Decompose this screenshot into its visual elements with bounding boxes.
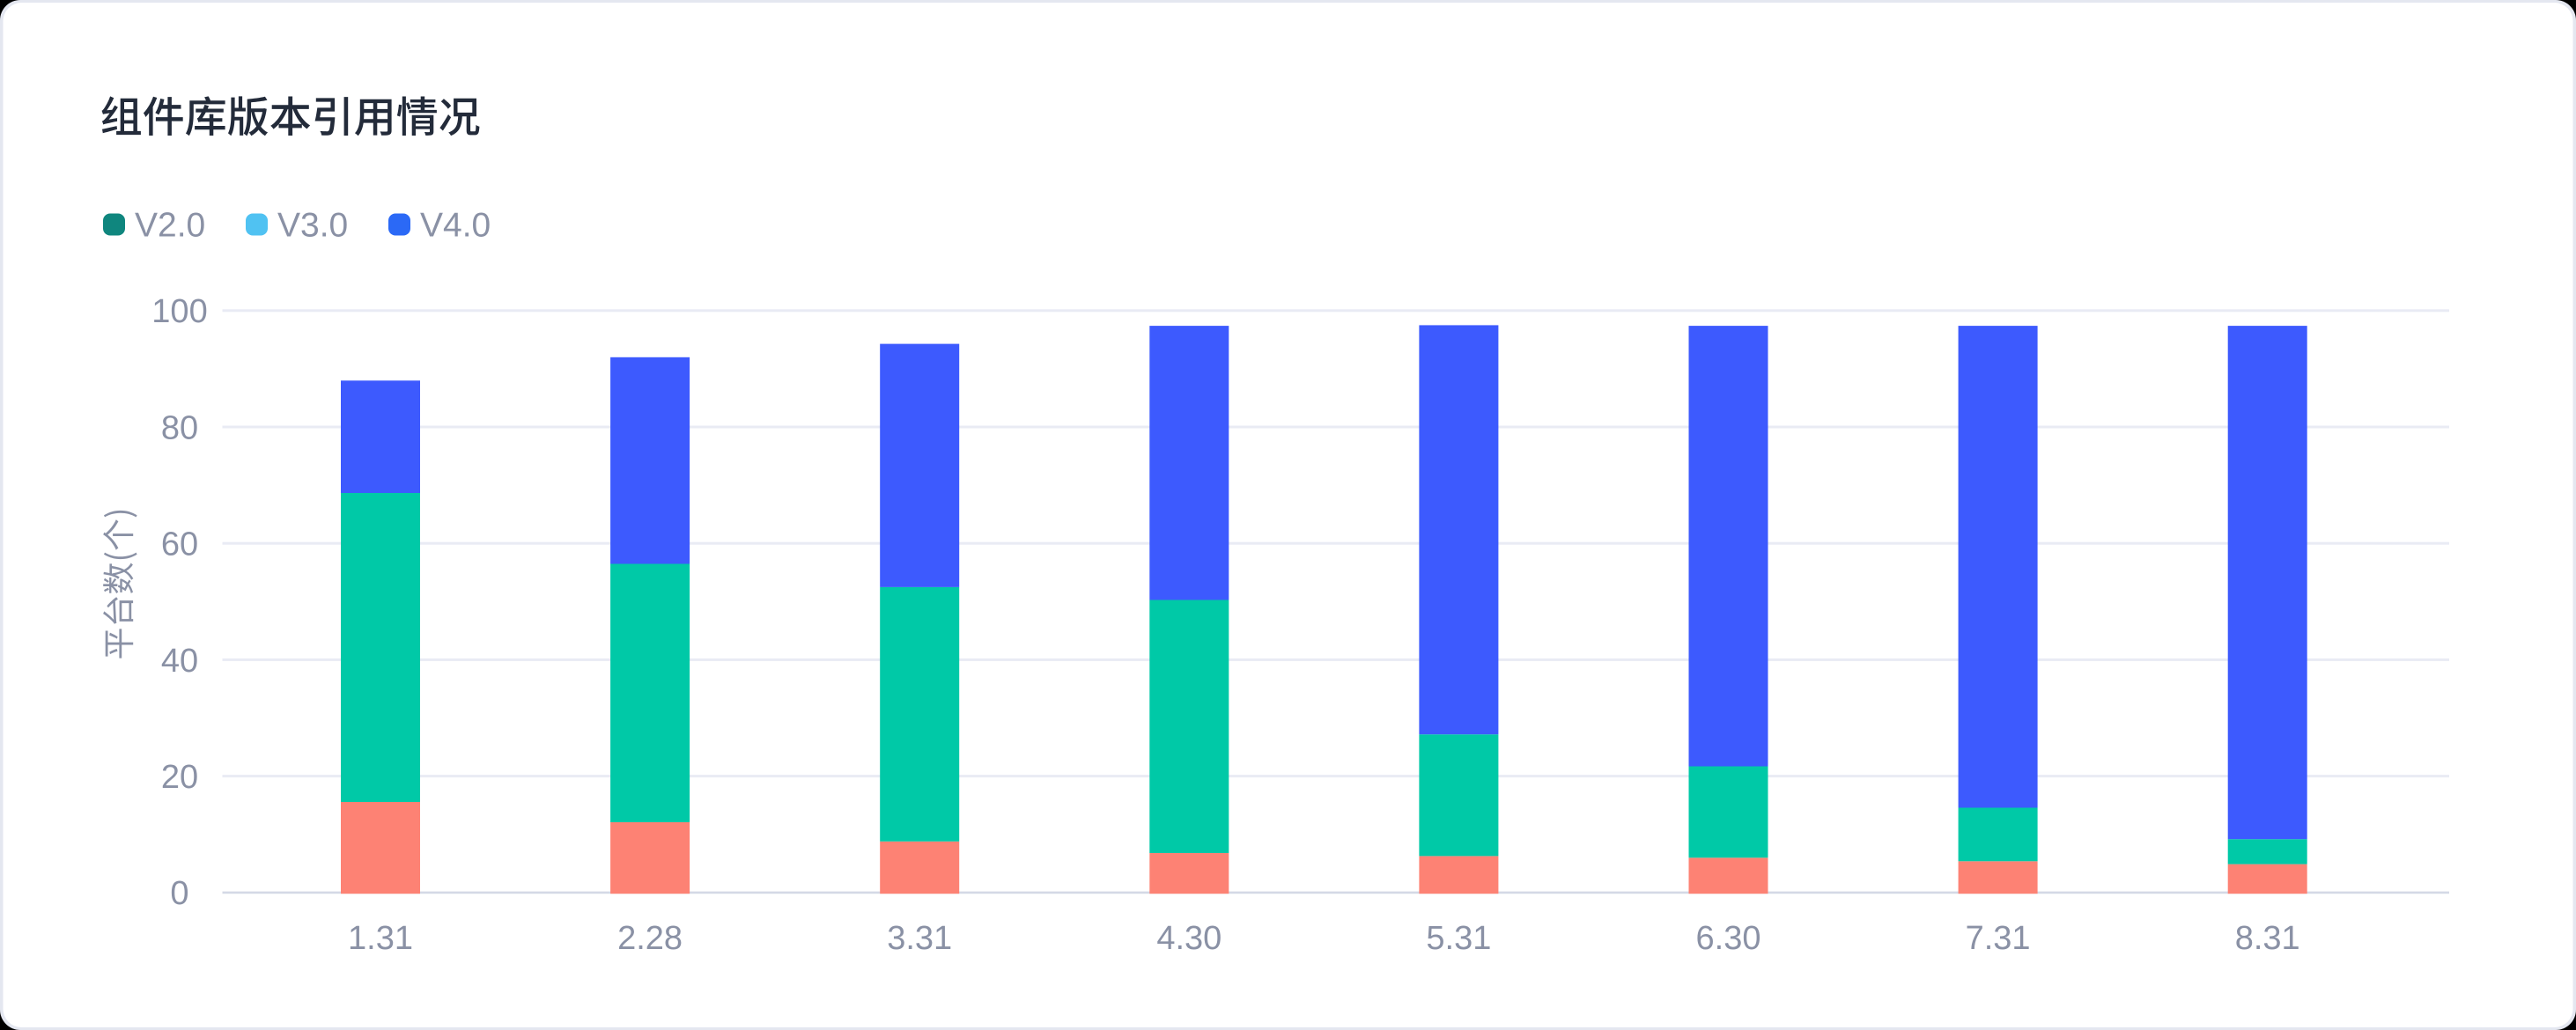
svg-text:4.30: 4.30	[1156, 920, 1222, 957]
svg-text:2.28: 2.28	[617, 920, 683, 957]
svg-text:6.30: 6.30	[1696, 920, 1761, 957]
svg-text:8.31: 8.31	[2235, 920, 2300, 957]
svg-text:20: 20	[161, 759, 198, 796]
svg-text:V4.0: V4.0	[420, 207, 491, 245]
svg-text:60: 60	[161, 526, 198, 563]
svg-text:V3.0: V3.0	[277, 207, 348, 245]
svg-text:V2.0: V2.0	[135, 207, 205, 245]
svg-text:100: 100	[151, 293, 207, 330]
svg-text:1.31: 1.31	[348, 920, 413, 957]
svg-text:0: 0	[170, 875, 188, 912]
svg-text:80: 80	[161, 409, 198, 446]
svg-text:5.31: 5.31	[1426, 920, 1491, 957]
svg-text:40: 40	[161, 643, 198, 680]
svg-text:3.31: 3.31	[887, 920, 952, 957]
svg-text:7.31: 7.31	[1966, 920, 2031, 957]
